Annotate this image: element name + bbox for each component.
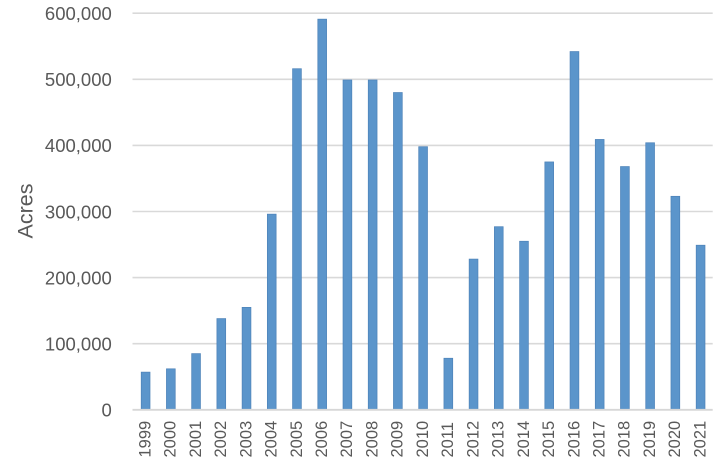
svg-text:2017: 2017 — [591, 421, 609, 458]
svg-text:2011: 2011 — [439, 422, 457, 457]
svg-text:2005: 2005 — [288, 421, 306, 458]
svg-text:2009: 2009 — [389, 421, 407, 458]
svg-text:2001: 2001 — [187, 421, 205, 458]
svg-text:2010: 2010 — [414, 421, 432, 458]
svg-text:2015: 2015 — [540, 421, 558, 458]
svg-text:2012: 2012 — [464, 421, 482, 458]
svg-text:500,000: 500,000 — [45, 69, 112, 90]
svg-text:200,000: 200,000 — [45, 267, 112, 288]
svg-text:400,000: 400,000 — [45, 135, 112, 156]
svg-text:2006: 2006 — [313, 421, 331, 458]
svg-text:300,000: 300,000 — [45, 201, 112, 222]
svg-text:2016: 2016 — [565, 421, 583, 458]
svg-text:Acres: Acres — [14, 184, 38, 239]
svg-text:2014: 2014 — [515, 421, 533, 458]
svg-text:2020: 2020 — [666, 421, 684, 458]
svg-text:100,000: 100,000 — [45, 334, 112, 355]
svg-text:2021: 2021 — [691, 421, 709, 458]
svg-text:2013: 2013 — [490, 421, 508, 458]
svg-text:600,000: 600,000 — [45, 3, 112, 24]
svg-text:2004: 2004 — [263, 421, 281, 458]
svg-text:1999: 1999 — [136, 421, 154, 458]
svg-text:2000: 2000 — [162, 421, 180, 458]
svg-text:2003: 2003 — [237, 421, 255, 458]
svg-text:2007: 2007 — [338, 421, 356, 458]
svg-text:0: 0 — [102, 400, 112, 421]
svg-text:2018: 2018 — [616, 421, 634, 458]
svg-text:2019: 2019 — [641, 421, 659, 458]
svg-text:2008: 2008 — [363, 421, 381, 458]
svg-text:2002: 2002 — [212, 421, 230, 458]
